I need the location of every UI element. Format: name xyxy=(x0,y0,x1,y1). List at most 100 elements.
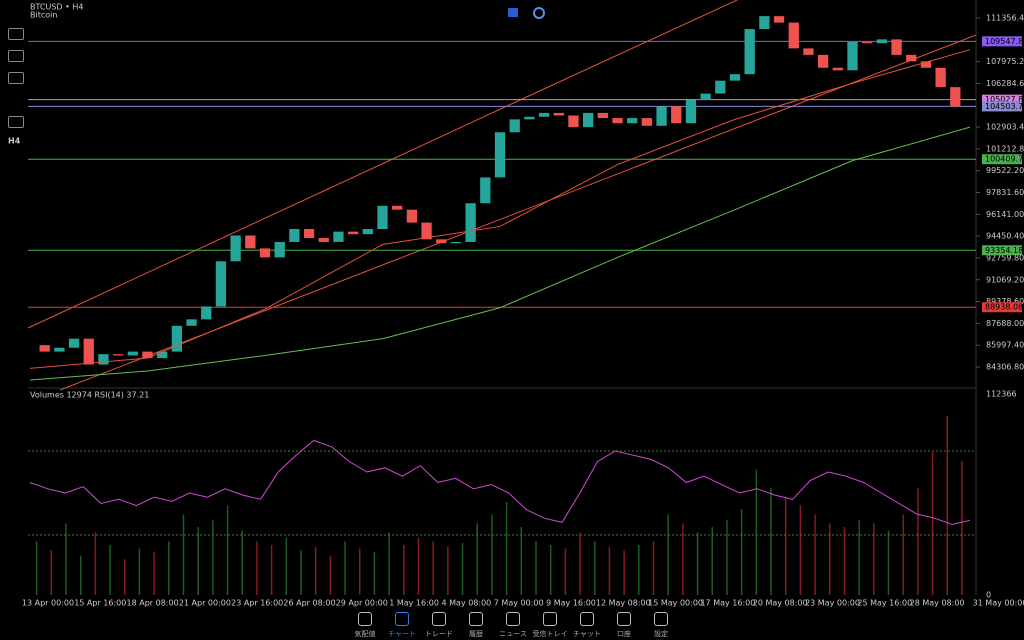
volume-bar xyxy=(447,546,449,595)
candle xyxy=(215,261,227,307)
candle xyxy=(920,61,932,68)
time-label: 18 Apr 08:00 xyxy=(127,599,179,608)
nav-item[interactable]: チャット xyxy=(565,612,609,639)
volume-bar xyxy=(270,544,273,595)
volume-bar xyxy=(432,541,434,595)
nav-item[interactable]: トレード xyxy=(417,612,461,639)
nav-item[interactable]: 履歴 xyxy=(454,612,498,639)
candle xyxy=(318,238,329,242)
candle xyxy=(582,112,594,128)
candle xyxy=(597,112,608,119)
candle xyxy=(127,351,138,356)
tool[interactable] xyxy=(8,116,24,128)
candle xyxy=(671,106,682,124)
price-tick-label: 84306.80 xyxy=(986,363,1024,372)
price-tick-label: 87688.00 xyxy=(986,319,1024,328)
volume-bar xyxy=(373,552,376,595)
tool[interactable] xyxy=(8,28,24,40)
volume-bar xyxy=(168,541,170,595)
candle xyxy=(832,67,843,71)
tool[interactable] xyxy=(8,50,24,62)
level-badge xyxy=(982,302,1022,313)
volume-bar xyxy=(638,544,640,595)
level-badge xyxy=(982,36,1022,47)
level-label: 100409.78 xyxy=(985,155,1024,164)
volume-bar xyxy=(505,501,508,595)
time-label: 23 Apr 16:00 xyxy=(231,599,283,608)
icon[interactable] xyxy=(508,8,518,17)
volume-bar xyxy=(94,532,97,595)
nav-item[interactable]: 設定 xyxy=(639,612,683,639)
nav-item[interactable]: 口座 xyxy=(602,612,646,639)
tool[interactable] xyxy=(8,72,24,84)
volume-bar xyxy=(476,523,478,595)
nav-label: 履歴 xyxy=(469,630,483,638)
nav-label: チャット xyxy=(573,630,601,638)
nav-item[interactable]: 受信トレイ xyxy=(528,612,572,639)
volume-bar xyxy=(873,523,875,595)
volume-bar xyxy=(182,514,185,595)
time-label: 15 May 00:00 xyxy=(648,599,703,608)
volume-bar xyxy=(226,505,229,595)
volume-bar xyxy=(388,532,390,595)
candle xyxy=(392,205,403,210)
candle xyxy=(891,39,902,55)
volume-bar xyxy=(329,555,332,595)
nav-label: 気配値 xyxy=(354,630,376,638)
candle xyxy=(612,118,623,124)
volume-bar xyxy=(65,523,67,595)
candle xyxy=(450,241,462,244)
candle xyxy=(421,222,432,240)
candle xyxy=(480,177,491,204)
candle xyxy=(744,29,755,75)
nav-icon xyxy=(617,612,631,626)
icon[interactable] xyxy=(533,7,545,19)
nav-item[interactable]: ニュース xyxy=(491,612,535,639)
volume-bar xyxy=(256,541,258,595)
candle xyxy=(98,354,109,365)
nav-item[interactable]: 気配値 xyxy=(343,612,387,639)
volume-bar xyxy=(314,546,317,595)
volume-bar xyxy=(931,451,934,595)
price-tick-label: 92759.80 xyxy=(986,253,1024,262)
candle xyxy=(186,319,197,326)
volume-bar xyxy=(520,527,523,595)
trend-line xyxy=(519,0,739,101)
level-label: 93354.18 xyxy=(985,246,1023,255)
volume-bar xyxy=(946,416,948,595)
price-tick-label: 96141.00 xyxy=(986,210,1024,219)
level-badge xyxy=(982,245,1022,256)
volume-bar xyxy=(652,541,655,595)
volume-bar xyxy=(535,541,537,595)
candle xyxy=(729,74,741,81)
nav-label: ニュース xyxy=(499,630,527,638)
volume-bar xyxy=(138,548,141,595)
volume-bar xyxy=(50,550,53,595)
symbol-name: Bitcoin xyxy=(30,11,57,20)
candle xyxy=(142,351,153,359)
candle xyxy=(700,93,711,101)
nav-icon xyxy=(543,612,557,626)
nav-icon xyxy=(469,612,483,626)
candle xyxy=(274,241,285,258)
candle xyxy=(847,41,858,71)
volume-bar xyxy=(403,544,405,595)
price-tick-label: 101212.80 xyxy=(986,144,1024,153)
level-badge xyxy=(982,94,1022,105)
indicator-label: Volumes 12974 RSI(14) 37.21 xyxy=(30,391,149,400)
volume-bar xyxy=(667,514,669,595)
level-label: 88938.08 xyxy=(985,303,1023,312)
time-label: 26 Apr 08:00 xyxy=(283,599,335,608)
volume-bar xyxy=(755,469,758,595)
time-label: 29 Apr 00:00 xyxy=(336,599,388,608)
nav-item[interactable]: チャート xyxy=(380,612,424,639)
volume-tick-label: 0 xyxy=(986,591,991,600)
time-label: 21 Apr 00:00 xyxy=(179,599,231,608)
volume-bar xyxy=(726,519,728,595)
time-label: 31 May 00:00 xyxy=(973,599,1024,608)
volume-tick-label: 112366 xyxy=(986,390,1017,399)
candle xyxy=(862,41,873,44)
time-label: 15 Apr 16:00 xyxy=(74,599,126,608)
time-label: 12 May 08:00 xyxy=(596,599,651,608)
candle xyxy=(289,229,300,242)
